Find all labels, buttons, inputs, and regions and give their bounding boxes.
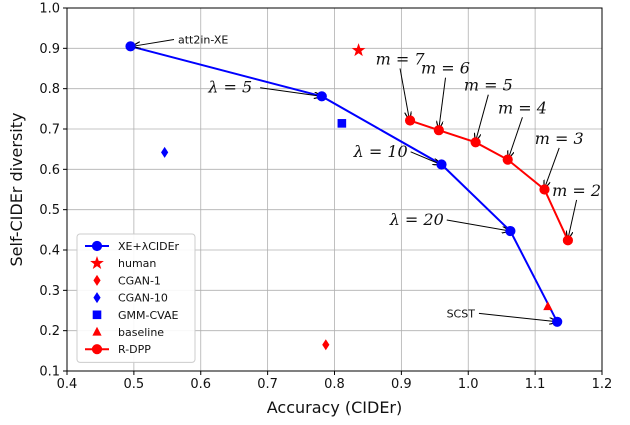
legend-label-4: GMM-CVAE bbox=[118, 309, 179, 322]
x-tick-label: 1.1 bbox=[525, 377, 546, 392]
y-axis-label: Self-CIDEr diversity bbox=[7, 113, 26, 267]
x-tick-label: 0.8 bbox=[324, 377, 345, 392]
data-point-series-0 bbox=[505, 225, 516, 237]
y-tick-label: 0.1 bbox=[39, 365, 60, 380]
annotation-arrow bbox=[446, 219, 510, 231]
legend: XE+λCIDEr human CGAN-1 CGAN-10 GMM-CVAE basel… bbox=[76, 233, 196, 363]
annotation-arrow bbox=[133, 38, 175, 46]
legend-label-6: R-DPP bbox=[118, 343, 151, 356]
annotation-label: m = 6 bbox=[421, 59, 470, 78]
annotation-label: SCST bbox=[447, 307, 476, 320]
data-point-series-0 bbox=[125, 41, 136, 52]
y-tick-label: 0.9 bbox=[39, 42, 60, 57]
data-point-series-4 bbox=[337, 119, 347, 128]
annotation-label: m = 4 bbox=[498, 98, 547, 117]
x-tick-label: 0.7 bbox=[257, 377, 278, 392]
data-point-series-6 bbox=[539, 184, 550, 195]
annotation-arrow bbox=[508, 117, 523, 158]
y-tick-label: 0.8 bbox=[39, 82, 60, 97]
axis-ticks: 0.4 0.5 0.6 0.7 0.8 0.9 1.0 1.1 1.2 0.1 0.2 0.3 0.4 0… bbox=[39, 2, 612, 393]
annotation-label: att2in-XE bbox=[178, 33, 228, 46]
y-tick-label: 0.6 bbox=[39, 163, 60, 178]
data-points bbox=[125, 41, 573, 351]
annotation-label: m = 3 bbox=[535, 129, 584, 148]
y-tick-label: 0.2 bbox=[39, 324, 60, 339]
y-tick-label: 1.0 bbox=[39, 2, 60, 17]
annotations: att2in-XE λ = 5 λ = 10 λ = 20 SCST m = 7m = 6… bbox=[133, 33, 601, 321]
legend-marker-1 bbox=[90, 256, 104, 270]
y-tick-label: 0.4 bbox=[39, 244, 60, 259]
data-point-series-6 bbox=[433, 125, 444, 136]
legend-box bbox=[76, 233, 196, 363]
annotation-arrow bbox=[476, 94, 489, 141]
data-point-series-2 bbox=[322, 339, 330, 351]
legend-label-0: XE+λCIDEr bbox=[118, 240, 180, 253]
data-point-series-5 bbox=[543, 301, 553, 311]
annotation-label: m = 5 bbox=[464, 76, 513, 95]
annotation-arrow bbox=[544, 147, 560, 188]
legend-marker-3 bbox=[93, 292, 101, 304]
data-point-series-6 bbox=[470, 137, 481, 148]
legend-label-2: CGAN-1 bbox=[118, 274, 161, 287]
x-axis-label: Accuracy (CIDEr) bbox=[267, 398, 403, 417]
annotation-arrow bbox=[568, 199, 578, 239]
legend-marker-5 bbox=[92, 326, 102, 336]
annotation-arrow bbox=[439, 77, 447, 129]
x-tick-label: 0.9 bbox=[391, 377, 412, 392]
legend-marker-2 bbox=[93, 274, 101, 286]
legend-label-1: human bbox=[118, 257, 156, 270]
annotation-label: λ = 10 bbox=[353, 142, 408, 161]
y-tick-label: 0.3 bbox=[39, 284, 60, 299]
annotation-label: λ = 20 bbox=[389, 210, 444, 229]
annotation-arrow bbox=[260, 87, 322, 97]
x-tick-label: 0.6 bbox=[190, 377, 211, 392]
data-point-series-3 bbox=[161, 146, 169, 158]
data-point-series-6 bbox=[502, 154, 513, 165]
legend-marker-4 bbox=[92, 310, 102, 320]
x-tick-label: 0.4 bbox=[57, 377, 78, 392]
legend-marker-6 bbox=[91, 344, 103, 355]
legend-label-5: baseline bbox=[118, 326, 164, 339]
data-point-series-1 bbox=[351, 43, 366, 57]
annotation-arrow bbox=[399, 68, 409, 119]
legend-marker-0 bbox=[91, 240, 103, 252]
x-tick-label: 1.0 bbox=[458, 377, 479, 392]
y-tick-label: 0.5 bbox=[39, 203, 60, 218]
annotation-label: λ = 5 bbox=[207, 78, 252, 97]
annotation-label: m = 2 bbox=[552, 181, 601, 200]
legend-label-3: CGAN-10 bbox=[118, 292, 168, 305]
data-point-series-0 bbox=[436, 159, 447, 170]
data-point-series-0 bbox=[316, 91, 327, 102]
data-point-series-0 bbox=[552, 316, 563, 327]
annotation-arrow bbox=[478, 312, 557, 321]
annotation-arrow bbox=[410, 151, 441, 165]
annotation-label: m = 7 bbox=[376, 49, 426, 68]
x-tick-label: 1.2 bbox=[592, 377, 613, 392]
data-point-series-6 bbox=[562, 235, 573, 246]
y-tick-label: 0.7 bbox=[39, 123, 60, 138]
x-tick-label: 0.5 bbox=[124, 377, 145, 392]
data-point-series-6 bbox=[404, 115, 416, 126]
